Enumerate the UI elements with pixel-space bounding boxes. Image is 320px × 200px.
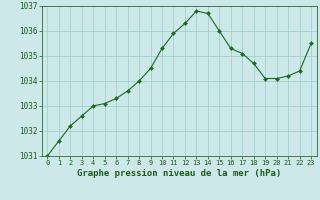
X-axis label: Graphe pression niveau de la mer (hPa): Graphe pression niveau de la mer (hPa) [77,169,281,178]
